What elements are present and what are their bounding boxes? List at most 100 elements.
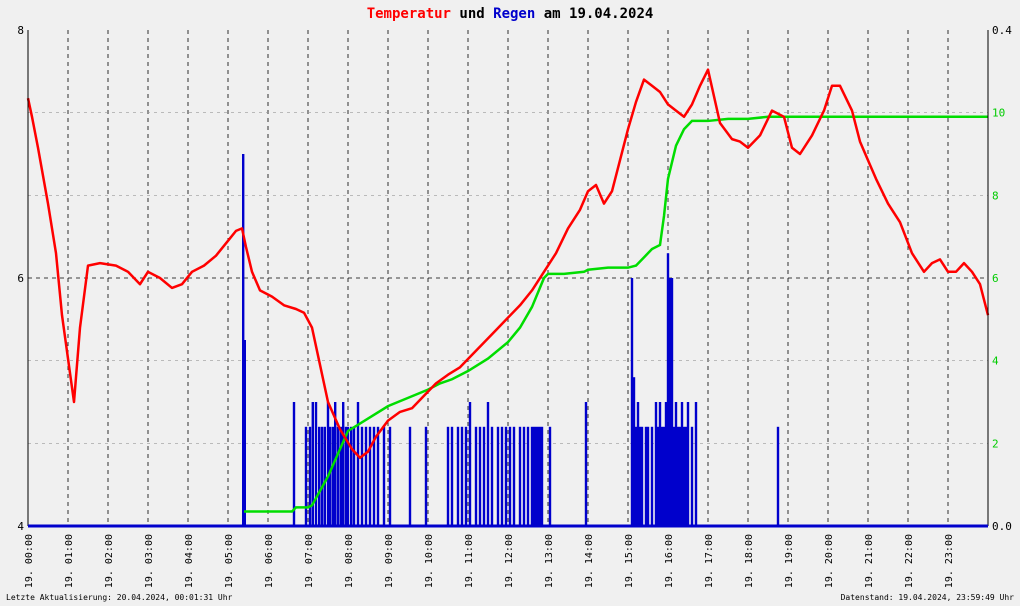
rain-bar [311, 402, 314, 526]
rain-bar [664, 402, 668, 526]
x-tick-label: 19. 12:00 [504, 534, 515, 588]
x-tick-label: 19. 13:00 [544, 534, 555, 588]
rain-cumulative-line [244, 115, 988, 513]
rain-bar [682, 426, 686, 526]
rain-bar [474, 426, 478, 526]
x-tick-label: 19. 16:00 [664, 534, 675, 588]
rain-bar [468, 402, 472, 526]
rain-bar [350, 426, 353, 526]
rain-bar [292, 402, 296, 526]
y-right-cumulative-tick-label: 4 [992, 355, 999, 368]
rain-bar [344, 426, 348, 526]
rain-bar [674, 402, 678, 526]
rain-bar [660, 426, 664, 526]
rain-bar [680, 402, 684, 526]
rain-bar [662, 426, 666, 526]
rain-bar [496, 426, 500, 526]
rain-bar [308, 426, 312, 526]
rain-bars [242, 154, 780, 526]
rain-bar [632, 377, 636, 526]
rain-bar [456, 426, 460, 526]
rain-bar [243, 340, 246, 526]
x-tick-label: 19. 11:00 [464, 534, 475, 588]
temperature-line [26, 68, 990, 460]
rain-bar [504, 426, 508, 526]
x-tick-label: 19. 21:00 [864, 534, 875, 588]
rain-bar [640, 426, 644, 526]
rain-bar [638, 426, 642, 526]
rain-bar [536, 426, 540, 526]
rain-bar [634, 426, 638, 526]
rain-bar [242, 154, 245, 526]
x-tick-label: 19. 04:00 [184, 534, 195, 588]
footer-data-status: Datenstand: 19.04.2024, 23:59:49 Uhr [840, 593, 1014, 602]
y-right-cumulative-tick-label: 10 [992, 107, 1005, 120]
y-left-tick-label: 8 [17, 24, 24, 37]
x-tick-label: 19. 22:00 [904, 534, 915, 588]
rain-bar [666, 253, 670, 526]
title-und: und [451, 6, 493, 22]
rain-bar [460, 426, 464, 526]
rain-bar [368, 426, 372, 526]
x-tick-label: 19. 08:00 [344, 534, 355, 588]
y-right-rain-tick-label: 0.0 [992, 520, 1012, 533]
title-date: am 19.04.2024 [535, 6, 653, 22]
rain-bar [352, 426, 356, 526]
rain-bar [331, 426, 334, 526]
grid [28, 30, 988, 526]
rain-bar [323, 426, 326, 526]
rain-bar [508, 426, 512, 526]
x-tick-label: 19. 17:00 [704, 534, 715, 588]
rain-bar [339, 426, 342, 526]
rain-bar [500, 426, 504, 526]
footer-last-update: Letzte Aktualisierung: 20.04.2024, 00:01… [6, 593, 233, 602]
chart-title: Temperatur und Regen am 19.04.2024 [367, 6, 654, 22]
rain-bar [446, 426, 450, 526]
rain-bar [464, 426, 468, 526]
rain-cumulative-series [244, 115, 988, 513]
rain-bar [482, 426, 486, 526]
rain-bar [532, 426, 536, 526]
y-left-tick-label: 6 [17, 272, 24, 285]
rain-bar [526, 426, 530, 526]
rain-bar [670, 278, 674, 526]
rain-bar [776, 426, 780, 526]
rain-bar [372, 426, 376, 526]
rain-bar [690, 426, 694, 526]
x-tick-label: 19. 19:00 [784, 534, 795, 588]
rain-bar [534, 426, 538, 526]
x-tick-label: 19. 18:00 [744, 534, 755, 588]
x-tick-label: 19. 01:00 [64, 534, 75, 588]
rain-bar [668, 278, 672, 526]
rain-bar [376, 426, 380, 526]
rain-bar [408, 426, 412, 526]
rain-bar [676, 426, 680, 526]
rain-bar [450, 426, 454, 526]
rain-bar [538, 426, 542, 526]
rain-bar [540, 426, 544, 526]
rain-bar [654, 402, 658, 526]
x-tick-label: 19. 07:00 [304, 534, 315, 588]
rain-bar [684, 426, 688, 526]
rain-bar [314, 402, 318, 526]
temperature-series [26, 68, 990, 460]
x-tick-label: 19. 03:00 [144, 534, 155, 588]
rain-bar [646, 426, 650, 526]
rain-bar [548, 426, 552, 526]
x-tick-label: 19. 15:00 [624, 534, 635, 588]
rain-bar [658, 402, 662, 526]
rain-bar [364, 426, 368, 526]
x-tick-label: 19. 06:00 [264, 534, 275, 588]
rain-bar [356, 402, 360, 526]
rain-bar [490, 426, 494, 526]
x-tick-label: 19. 14:00 [584, 534, 595, 588]
rain-bar [478, 426, 482, 526]
rain-bar [320, 426, 324, 526]
y-left-tick-label: 4 [17, 520, 24, 533]
rain-bar [686, 402, 690, 526]
rain-bar [318, 426, 321, 526]
rain-bar [360, 426, 364, 526]
rain-bar [522, 426, 526, 526]
x-tick-label: 19. 05:00 [224, 534, 235, 588]
